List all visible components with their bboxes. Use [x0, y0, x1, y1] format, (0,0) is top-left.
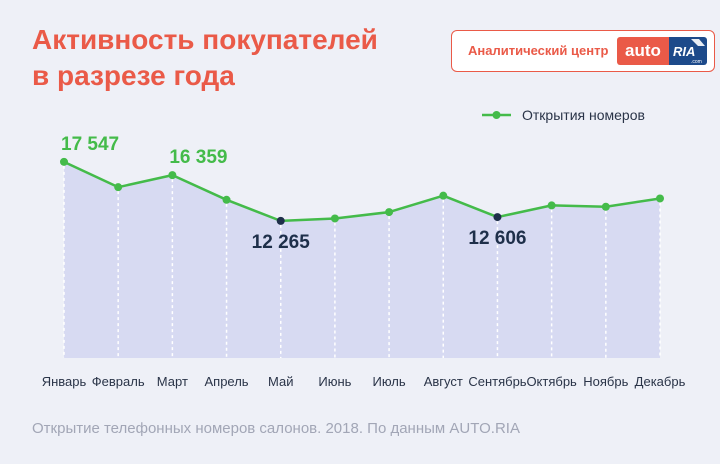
- activity-chart: 17 547 16 359 12 265 12 606 Январь Февраль Мар…: [42, 107, 686, 389]
- ria-emblem-icon: RIA .com: [673, 39, 705, 65]
- ria-logo-domain: .com: [691, 59, 702, 65]
- x-tick-label: Март: [157, 374, 188, 389]
- x-tick-label: Ноябрь: [583, 374, 628, 389]
- data-label: 12 606: [468, 228, 526, 249]
- x-tick-label: Сентябрь: [468, 374, 526, 389]
- x-tick-label: Май: [268, 374, 293, 389]
- auto-ria-logo-ria: RIA .com: [669, 37, 707, 65]
- legend-label: Открытия номеров: [522, 107, 645, 123]
- title-line-2: в разрезе года: [32, 60, 235, 91]
- area-fill: [64, 161, 660, 358]
- data-label: 16 359: [169, 147, 227, 168]
- data-point[interactable]: [656, 194, 664, 203]
- data-point[interactable]: [114, 183, 123, 192]
- x-tick-label: Апрель: [204, 374, 248, 389]
- data-point[interactable]: [547, 201, 556, 210]
- x-tick-label: Июль: [373, 374, 406, 389]
- data-point[interactable]: [493, 213, 502, 222]
- legend-marker: [492, 111, 501, 119]
- brand-badge[interactable]: Аналитический центр auto RIA .com: [451, 30, 715, 72]
- data-point[interactable]: [60, 157, 68, 166]
- data-point[interactable]: [439, 191, 448, 200]
- x-tick-label: Август: [424, 374, 463, 389]
- data-point[interactable]: [385, 208, 394, 217]
- auto-ria-logo-auto: auto: [617, 37, 669, 65]
- data-point[interactable]: [330, 214, 339, 223]
- series-line: [62, 160, 662, 223]
- data-point[interactable]: [168, 171, 177, 180]
- data-label: 12 265: [252, 232, 311, 253]
- data-point[interactable]: [222, 195, 231, 204]
- page-title: Активность покупателей в разрезе года: [32, 22, 378, 94]
- chart-caption: Открытие телефонных номеров салонов. 201…: [32, 420, 520, 437]
- data-point[interactable]: [601, 202, 610, 211]
- data-label: 17 547: [61, 134, 119, 155]
- brand-label: Аналитический центр: [468, 43, 609, 58]
- x-tick-label: Январь: [42, 374, 87, 389]
- x-tick-label: Июнь: [318, 374, 351, 389]
- ria-logo-text: RIA: [673, 44, 695, 59]
- x-tick-label: Декабрь: [635, 374, 686, 389]
- data-point[interactable]: [276, 216, 285, 225]
- x-tick-label: Октябрь: [526, 374, 577, 389]
- x-tick-label: Февраль: [92, 374, 145, 389]
- title-line-1: Активность покупателей: [32, 24, 378, 55]
